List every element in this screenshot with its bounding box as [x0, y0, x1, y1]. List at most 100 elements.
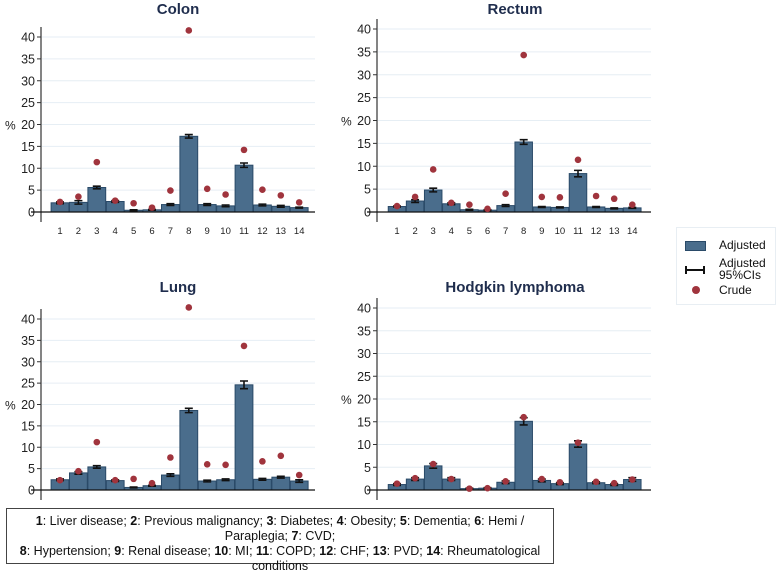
crude-point: [185, 27, 193, 34]
crude-point: [448, 199, 455, 207]
y-tick-label: 25: [357, 91, 371, 105]
ci-error-bar: [166, 202, 175, 207]
footnote-label: : Dementia;: [406, 514, 475, 528]
ci-error-bar: [240, 380, 248, 390]
crude-point: [203, 185, 211, 193]
x-tick-label: 8: [186, 226, 191, 237]
x-tick-label: 2: [412, 226, 417, 237]
x-tick-label: 1: [394, 226, 399, 237]
ci-error-bar: [574, 169, 582, 178]
x-tick-label: 4: [449, 226, 454, 237]
footnote-label: : Diabetes;: [273, 514, 337, 528]
crude-point: [75, 467, 82, 475]
x-tick-label: 9: [539, 226, 544, 237]
y-tick-label: 25: [21, 96, 35, 110]
x-tick-label: 3: [94, 226, 99, 237]
ci-error-bar: [92, 185, 101, 190]
footnote-number: 13: [372, 544, 387, 558]
x-tick-label: 4: [113, 226, 118, 237]
ci-error-bar: [258, 477, 267, 481]
y-tick-label: 5: [28, 462, 35, 476]
category-key-footnote: 1: Liver disease; 2: Previous malignancy…: [6, 508, 554, 573]
crude-point: [93, 438, 101, 446]
crude-point: [56, 198, 64, 206]
y-tick-label: 30: [21, 74, 35, 88]
ci-error-bar: [519, 138, 528, 146]
legend-crude-dot: [692, 286, 700, 294]
ci-error-bar: [74, 199, 83, 205]
crude-point: [277, 192, 285, 199]
x-tick-label: 10: [555, 226, 566, 237]
adjusted-bar: [161, 474, 180, 491]
y-tick-label: 20: [21, 118, 35, 132]
y-tick-label: 35: [357, 45, 371, 59]
crude-point: [203, 461, 211, 468]
crude-point: [222, 461, 229, 469]
adjusted-bar: [423, 189, 443, 213]
ci-error-bar: [276, 475, 285, 479]
x-tick-label: 14: [627, 226, 638, 237]
footnote-number: 6: [474, 514, 482, 528]
y-tick-label: 15: [21, 419, 35, 433]
x-tick-label: 13: [609, 226, 620, 237]
legend-bar-swatch: [685, 241, 706, 251]
footnote-number: 14: [426, 544, 441, 558]
ci-error-bar: [221, 478, 230, 482]
footnote-number: 9: [114, 544, 122, 558]
ci-error-bar: [537, 205, 546, 209]
x-tick-label: 7: [503, 226, 508, 237]
panel-title: Hodgkin lymphoma: [445, 279, 585, 296]
y-tick-label: 15: [21, 140, 35, 154]
crude-point: [148, 479, 156, 487]
ci-error-bar: [184, 133, 193, 139]
footnote-number: 3: [266, 514, 274, 528]
adjusted-bar: [87, 466, 107, 491]
crude-point: [429, 460, 437, 468]
crude-point: [574, 156, 582, 164]
adjusted-bar: [234, 384, 254, 491]
footnote-label: : Hypertension;: [26, 544, 115, 558]
y-tick-label: 40: [357, 23, 371, 37]
y-tick-label: 20: [21, 398, 35, 412]
legend-adjusted-label: Adjusted: [719, 238, 766, 252]
y-tick-label: 10: [21, 162, 35, 176]
ci-error-bar: [258, 203, 267, 207]
crude-point: [448, 475, 455, 483]
ci-error-bar: [465, 208, 474, 211]
x-tick-label: 2: [76, 226, 81, 237]
x-tick-label: 14: [294, 226, 305, 237]
crude-point: [56, 476, 64, 484]
y-tick-label: 10: [357, 160, 371, 174]
crude-point: [240, 342, 248, 350]
footnote-label: : CVD;: [298, 529, 336, 543]
small-multiples-chart: Colon%0510152025303540123456789101112131…: [5, 1, 651, 500]
crude-point: [411, 193, 419, 201]
legend-ci-symbol: [685, 266, 705, 274]
x-tick-label: 7: [168, 226, 173, 237]
crude-point: [538, 475, 546, 483]
y-tick-label: 40: [357, 302, 371, 316]
footnote-label: : Hemi / Paraplegia;: [224, 514, 525, 543]
footnote-label: : Renal disease;: [121, 544, 215, 558]
crude-point: [520, 413, 527, 421]
crude-point: [75, 193, 82, 200]
ci-error-bar: [129, 486, 138, 489]
legend-crude-label: Crude: [719, 283, 752, 297]
panel-title: Lung: [160, 279, 197, 296]
ci-error-bar: [295, 206, 304, 209]
footnote-label: : Liver disease;: [42, 514, 131, 528]
adjusted-bar: [87, 187, 107, 213]
footnote-label: : COPD;: [269, 544, 320, 558]
crude-point: [93, 158, 101, 166]
crude-point: [277, 452, 285, 460]
x-tick-label: 1: [57, 226, 62, 237]
crude-point: [629, 476, 636, 483]
ci-error-bar: [501, 203, 510, 208]
y-tick-label: 30: [357, 68, 371, 82]
ci-error-bar: [203, 479, 212, 483]
y-axis-label: %: [5, 399, 16, 413]
y-tick-label: 30: [357, 347, 371, 361]
y-tick-label: 30: [21, 355, 35, 369]
legend-ci-label-line1: Adjusted: [719, 256, 766, 270]
crude-point: [185, 304, 193, 311]
